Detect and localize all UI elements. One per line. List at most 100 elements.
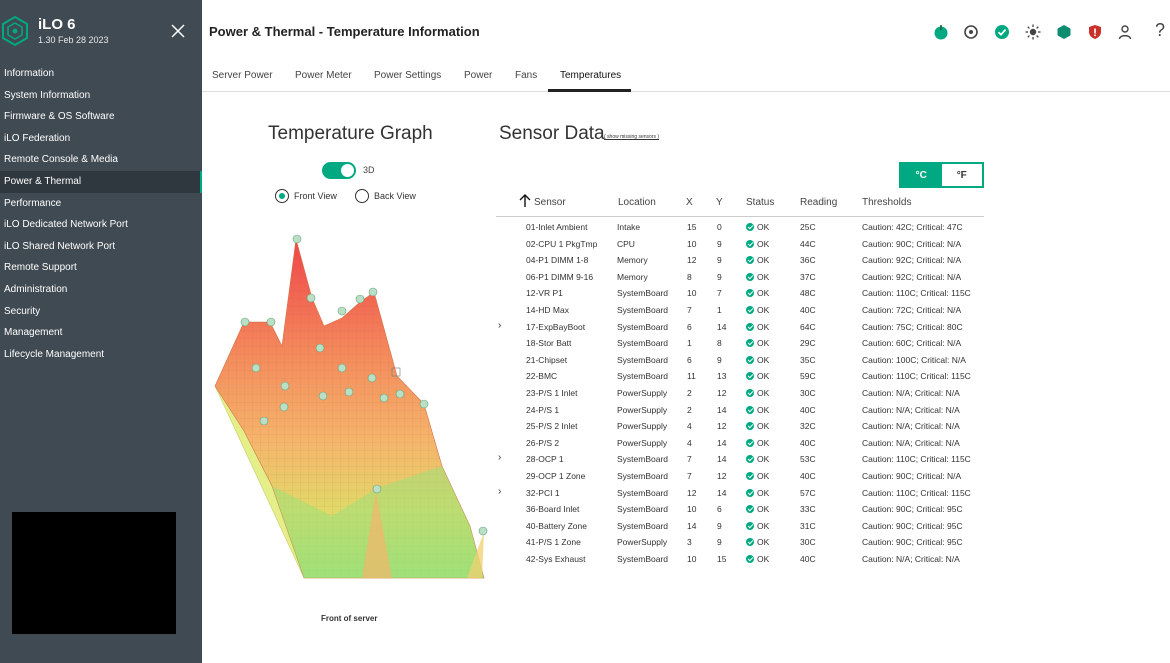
fahrenheit-button[interactable]: °F <box>941 164 982 186</box>
column-header-status[interactable]: Status <box>746 197 775 208</box>
column-header-location[interactable]: Location <box>618 197 656 208</box>
expand-chevron-icon[interactable]: › <box>498 452 502 464</box>
sidebar-item-ilo-dedicated-network-port[interactable]: iLO Dedicated Network Port <box>4 219 128 231</box>
sidebar-item-power-thermal[interactable]: Power & Thermal <box>0 170 202 193</box>
sidebar-item-security[interactable]: Security <box>4 305 41 317</box>
tab-fans[interactable]: Fans <box>515 70 538 81</box>
brightness-icon[interactable] <box>1023 22 1043 42</box>
sensor-point[interactable] <box>315 343 325 353</box>
health-ok-icon[interactable] <box>992 22 1012 42</box>
sensor-point[interactable] <box>318 391 328 401</box>
sensor-point[interactable] <box>240 317 250 327</box>
tab-power-settings[interactable]: Power Settings <box>374 70 442 81</box>
sidebar-item-ilo-federation[interactable]: iLO Federation <box>4 132 71 144</box>
sensor-point[interactable] <box>266 317 276 327</box>
front-view-radio[interactable] <box>275 189 289 203</box>
sensor-cell: 41-P/S 1 Zone <box>526 537 581 548</box>
sidebar-item-information[interactable]: Information <box>4 68 55 79</box>
table-row[interactable]: 04-P1 DIMM 1-8 Memory 12 9 OK 36C Caution: 92C… <box>496 252 984 269</box>
table-row[interactable]: › 17-ExpBayBoot SystemBoard 6 14 OK 64C Caution… <box>496 319 984 336</box>
table-row[interactable]: 26-P/S 2 PowerSupply 4 14 OK 40C Caution: N/A;… <box>496 435 984 452</box>
close-icon[interactable] <box>170 23 186 39</box>
sidebar-item-administration[interactable]: Administration <box>4 283 68 295</box>
table-row[interactable]: 18-Stor Batt SystemBoard 1 8 OK 29C Caution: 6… <box>496 335 984 352</box>
sensor-point[interactable] <box>478 526 488 536</box>
table-row[interactable]: 24-P/S 1 PowerSupply 2 14 OK 40C Caution: N/A;… <box>496 402 984 419</box>
celsius-button[interactable]: °C <box>901 164 942 186</box>
3d-toggle[interactable] <box>322 162 356 179</box>
table-row[interactable]: 14-HD Max SystemBoard 7 1 OK 40C Caution: 72C;… <box>496 302 984 319</box>
table-row[interactable]: 29-OCP 1 Zone SystemBoard 7 12 OK 40C Caution:… <box>496 468 984 485</box>
sensor-point[interactable] <box>344 387 354 397</box>
x-cell: 10 <box>687 554 697 564</box>
show-missing-sensors-link[interactable]: ( show missing sensors ) <box>604 134 660 140</box>
sidebar-item-firmware-os-software[interactable]: Firmware & OS Software <box>4 111 115 123</box>
sensor-point[interactable] <box>367 373 377 383</box>
sensor-point[interactable] <box>379 393 389 403</box>
help-icon[interactable]: ? <box>1154 19 1165 40</box>
sensor-point[interactable] <box>280 381 290 391</box>
sensor-point[interactable] <box>355 294 365 304</box>
sensor-point[interactable] <box>419 399 429 409</box>
expand-chevron-icon[interactable]: › <box>498 319 502 331</box>
x-cell: 12 <box>687 487 697 498</box>
column-header-thresholds[interactable]: Thresholds <box>862 197 912 208</box>
sensor-point[interactable] <box>306 293 316 303</box>
table-row[interactable]: 02-CPU 1 PkgTmp CPU 10 9 OK 44C Caution: 90C; … <box>496 236 984 253</box>
x-cell: 2 <box>687 388 692 398</box>
uid-indicator-icon[interactable] <box>961 22 981 42</box>
table-row[interactable]: 23-P/S 1 Inlet PowerSupply 2 12 OK 30C Caution… <box>496 385 984 402</box>
back-view-radio[interactable] <box>355 189 369 203</box>
temperature-3d-graph[interactable] <box>212 226 492 586</box>
sensor-point[interactable] <box>337 306 347 316</box>
sensor-point[interactable] <box>368 287 378 297</box>
tab-power[interactable]: Power <box>464 70 493 81</box>
table-row[interactable]: 40-Battery Zone SystemBoard 14 9 OK 31C Cautio… <box>496 518 984 535</box>
hexagon-icon[interactable] <box>1054 22 1074 42</box>
tab-server-power[interactable]: Server Power <box>212 70 273 81</box>
expand-chevron-icon[interactable]: › <box>498 485 502 497</box>
table-row[interactable]: 42-Sys Exhaust SystemBoard 10 15 OK 40C Cautio… <box>496 551 984 568</box>
table-row[interactable]: 21-Chipset SystemBoard 6 9 OK 35C Caution: 100… <box>496 352 984 369</box>
column-header-x[interactable]: X <box>686 197 693 208</box>
column-header-y[interactable]: Y <box>716 197 723 208</box>
sort-ascending-icon[interactable] <box>519 194 531 208</box>
status-text: OK <box>757 255 770 266</box>
table-row[interactable]: 25-P/S 2 Inlet PowerSupply 4 12 OK 32C Caution… <box>496 418 984 435</box>
sidebar-item-remote-support[interactable]: Remote Support <box>4 262 77 274</box>
reading-cell: 37C <box>800 271 816 282</box>
table-row[interactable]: 22-BMC SystemBoard 11 13 OK 59C Caution: 110C;… <box>496 368 984 385</box>
security-shield-icon[interactable] <box>1085 22 1105 42</box>
sensor-point[interactable] <box>279 402 289 412</box>
column-header-reading[interactable]: Reading <box>800 197 838 208</box>
column-header-sensor[interactable]: Sensor <box>534 197 566 208</box>
sensor-point[interactable] <box>337 363 347 373</box>
reading-cell: 53C <box>800 454 816 465</box>
remote-console-thumbnail[interactable] <box>12 512 176 634</box>
sensor-point[interactable] <box>251 363 261 373</box>
sensor-point[interactable] <box>292 234 302 244</box>
table-row[interactable]: › 32-PCI 1 SystemBoard 12 14 OK 57C Caution: 11… <box>496 485 984 502</box>
sidebar-item-ilo-shared-network-port[interactable]: iLO Shared Network Port <box>4 240 116 252</box>
sidebar-item-lifecycle-management[interactable]: Lifecycle Management <box>4 348 105 360</box>
sensor-point[interactable] <box>372 484 382 494</box>
table-row[interactable]: › 28-OCP 1 SystemBoard 7 14 OK 53C Caution: 110… <box>496 451 984 468</box>
sidebar-item-remote-console-media[interactable]: Remote Console & Media <box>4 154 118 166</box>
table-row[interactable]: 36-Board Inlet SystemBoard 10 6 OK 33C Caution… <box>496 501 984 518</box>
status-text: OK <box>757 271 770 282</box>
tab-power-meter[interactable]: Power Meter <box>295 70 352 81</box>
table-row[interactable]: 01-Inlet Ambient Intake 15 0 OK 25C Caution: 4… <box>496 219 984 236</box>
tab-temperatures[interactable]: Temperatures <box>560 70 622 81</box>
table-row[interactable]: 12-VR P1 SystemBoard 10 7 OK 48C Caution: 110C… <box>496 285 984 302</box>
table-row[interactable]: 41-P/S 1 Zone PowerSupply 3 9 OK 30C Caution: … <box>496 534 984 551</box>
sidebar-item-system-information[interactable]: System Information <box>4 89 91 101</box>
status-cell: OK <box>746 504 769 514</box>
sensor-point[interactable] <box>259 416 269 426</box>
y-cell: 9 <box>717 255 722 266</box>
sensor-point[interactable] <box>395 389 405 399</box>
sidebar-item-management[interactable]: Management <box>4 327 63 339</box>
table-row[interactable]: 06-P1 DIMM 9-16 Memory 8 9 OK 37C Caution: 92C… <box>496 269 984 286</box>
power-icon[interactable] <box>931 22 951 42</box>
sidebar-item-performance[interactable]: Performance <box>4 197 62 209</box>
user-icon[interactable] <box>1115 22 1135 42</box>
